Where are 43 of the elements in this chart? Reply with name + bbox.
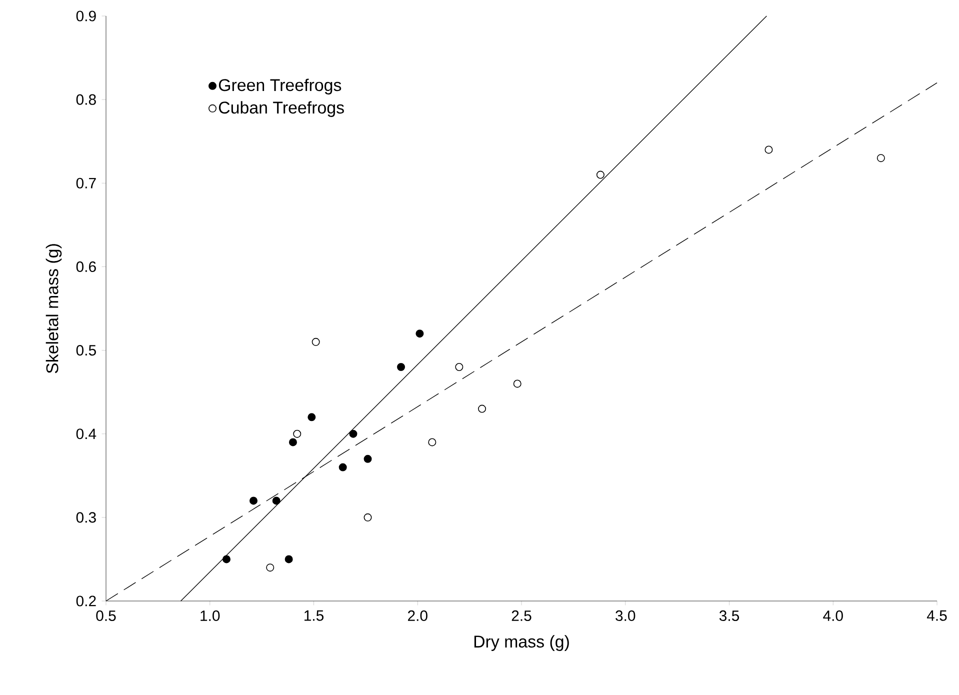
point: [428, 438, 436, 446]
point: [308, 413, 316, 422]
point: [272, 496, 280, 505]
point: [250, 496, 258, 505]
point: [293, 430, 302, 438]
x-tick-label: 4.5: [926, 610, 947, 621]
x-axis-title: Dry mass (g): [474, 635, 569, 651]
y-tick-label: 0.8: [76, 94, 96, 105]
x-tick-label: 3.5: [719, 610, 740, 622]
point: [284, 555, 293, 564]
point: [349, 430, 358, 438]
x-tick-label: 0.5: [96, 610, 116, 622]
point: [364, 454, 372, 463]
y-axis-title: Skeletal mass (g): [46, 244, 62, 374]
y-tick-label: 0.5: [76, 344, 96, 356]
legend-label: Green Treefrogs: [218, 78, 342, 94]
x-tick-label: 1.5: [304, 610, 324, 621]
point: [222, 555, 230, 564]
point: [338, 463, 347, 472]
y-tick-label: 0.4: [76, 428, 96, 440]
x-tick-label: 2.5: [512, 610, 532, 622]
point: [455, 363, 464, 371]
point: [397, 363, 406, 371]
point: [478, 404, 486, 413]
point: [288, 438, 297, 446]
y-tick-label: 0.7: [76, 178, 96, 188]
y-tick-label: 0.3: [76, 512, 96, 523]
point: [416, 330, 424, 338]
point: [364, 513, 372, 522]
point: [513, 380, 522, 388]
x-tick-label: 4.0: [823, 610, 843, 622]
legend-label: Cuban Treefrogs: [218, 101, 344, 117]
point: [266, 564, 274, 572]
x-tick-label: 3.0: [616, 610, 636, 622]
y-tick-label: 0.9: [76, 10, 96, 22]
point: [876, 154, 885, 162]
x-tick-label: 2.0: [408, 610, 428, 622]
point: [312, 338, 320, 346]
point: [764, 146, 773, 154]
y-tick-label: 0.6: [76, 261, 96, 272]
point: [596, 170, 604, 179]
y-tick-label: 0.2: [76, 596, 96, 606]
x-tick-label: 1.0: [200, 610, 220, 622]
